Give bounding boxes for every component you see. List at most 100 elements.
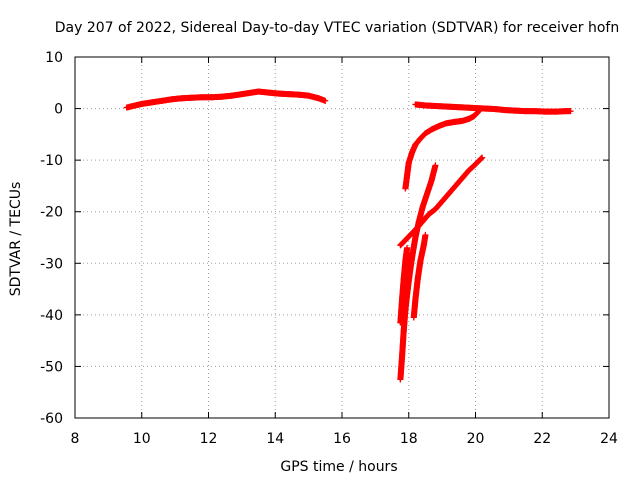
data-point [422,102,429,109]
data-point [432,102,439,109]
data-point [407,231,414,238]
data-point [465,167,472,174]
data-point [412,234,419,241]
x-tick-label: 10 [133,431,151,447]
data-point [405,249,412,256]
data-point [462,104,469,111]
data-point [238,91,245,98]
x-tick-label: 18 [400,431,418,447]
data-point [442,103,449,110]
data-point [532,108,539,115]
data-point [542,108,549,115]
data-point [567,108,574,115]
data-point [305,92,312,99]
data-point [414,275,421,282]
data-point [404,244,411,251]
data-point [562,108,569,115]
y-tick-label: -50 [40,359,63,375]
y-tick-label: -30 [40,256,63,272]
chart-title: Day 207 of 2022, Sidereal Day-to-day VTE… [55,20,619,36]
x-tick-label: 22 [533,431,551,447]
data-point [397,319,404,326]
data-point [255,88,262,95]
data-point [178,95,185,102]
data-point [470,113,477,120]
data-point [479,154,486,161]
series-arc-7 [400,249,412,287]
x-tick-label: 24 [600,431,618,447]
data-point [397,376,404,383]
data-point [138,100,145,107]
data-point [465,115,472,122]
data-point [285,91,292,98]
data-point [402,270,409,277]
data-point [248,89,255,96]
data-point [417,257,424,264]
data-point [409,149,416,156]
data-point [442,120,449,127]
data-point [410,314,417,321]
data-point [218,93,225,100]
x-tick-label: 8 [71,431,80,447]
data-point [295,91,302,98]
data-point [522,108,529,115]
data-point [417,135,424,142]
data-point [275,90,282,97]
data-point [404,260,411,267]
x-tick-label: 12 [200,431,218,447]
data-point [228,92,235,99]
series-arc-3 [402,108,482,192]
data-point [552,108,559,115]
y-tick-label: -40 [40,308,63,324]
data-point [428,177,435,184]
data-point [400,280,407,287]
x-tick-labels: 8 10 12 14 16 18 20 22 24 [71,431,618,447]
data-point [422,231,429,238]
data-point [419,219,426,226]
data-point [492,106,499,113]
data-point [123,104,130,111]
data-point [429,126,436,133]
data-point [459,175,466,182]
data-point [402,185,409,192]
data-point [482,105,489,112]
data-point [420,242,427,249]
y-tick-label: -10 [40,153,63,169]
data-point [439,198,446,205]
data-point [412,296,419,303]
data-point [435,123,442,130]
data-point [158,97,165,104]
data-point [445,190,452,197]
data-point [208,94,215,101]
y-tick-label: 0 [54,102,63,118]
data-point [405,159,412,166]
x-axis-label: GPS time / hours [280,459,397,475]
data-point [198,94,205,101]
data-point [502,107,509,114]
data-point [399,353,406,360]
data-point [404,172,411,179]
data-point [322,97,329,104]
data-point [472,161,479,168]
y-tick-labels: 10 0 -10 -20 -30 -40 -50 -60 [40,50,63,427]
x-tick-label: 20 [467,431,485,447]
data-markers [123,88,574,383]
data-point [265,89,272,96]
data-point [425,211,432,218]
y-tick-label: 10 [45,50,63,66]
y-tick-label: -20 [40,205,63,221]
data-point [512,107,519,114]
data-point [432,206,439,213]
series-arc-1 [123,88,329,111]
series-arc-5 [397,154,486,249]
data-point [424,190,431,197]
data-point [412,226,419,233]
data-point [472,105,479,112]
data-point [400,327,407,334]
series-arc-2 [412,101,574,115]
data-point [148,99,155,106]
y-axis-label: SDTVAR / TECUs [8,182,24,297]
axis-ticks [74,56,610,419]
data-point [452,182,459,189]
